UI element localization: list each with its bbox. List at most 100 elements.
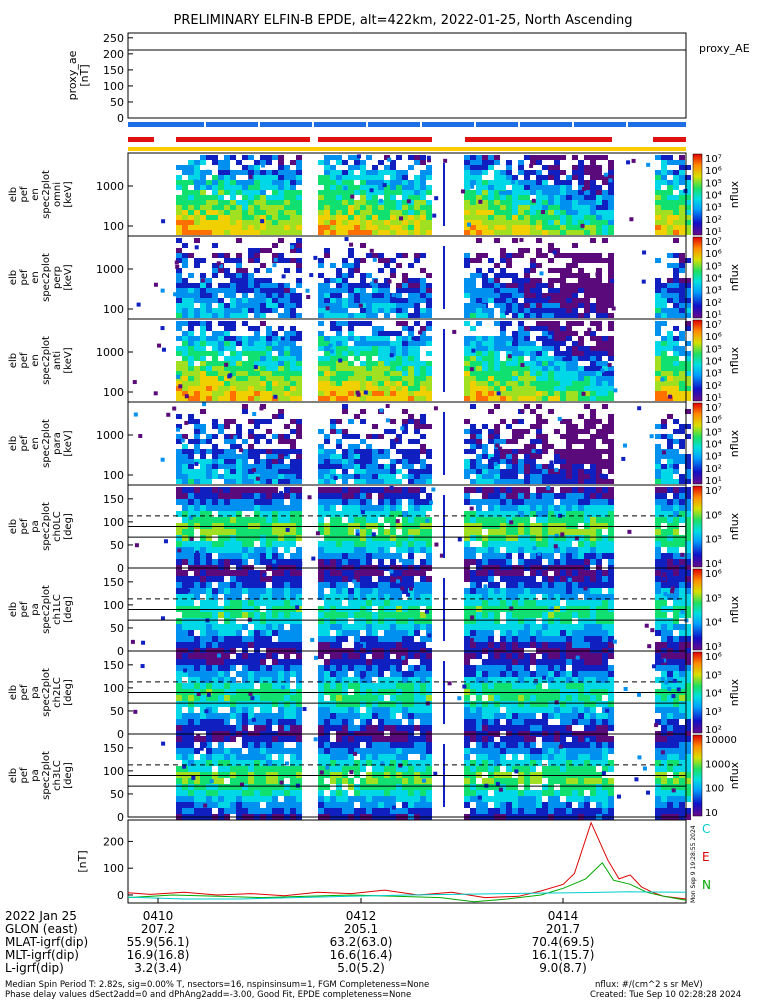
spectrogram-cell: [685, 205, 691, 210]
spectrogram-cell: [284, 618, 290, 624]
spectrogram-cell: [348, 386, 354, 391]
spectrogram-cell: [206, 559, 212, 565]
spectrogram-cell: [330, 547, 336, 553]
spectrogram-cell: [248, 351, 254, 356]
spectrogram-cell: [342, 308, 348, 313]
spectrogram-cell: [248, 376, 254, 381]
spectrogram-cell: [278, 529, 284, 535]
spectrogram-cell: [336, 474, 342, 479]
spectrogram-cell: [372, 215, 378, 220]
spectrogram-cell: [661, 361, 667, 366]
spectrogram-cell: [278, 576, 284, 582]
spectrogram-cell: [590, 499, 596, 505]
spectrogram-cell: [242, 439, 248, 444]
spectrogram-cell: [414, 439, 420, 444]
spectrogram-cell: [673, 381, 679, 386]
spectrogram-cell: [608, 505, 614, 511]
spectrogram-cell: [290, 175, 296, 180]
spectrogram-cell: [476, 268, 482, 273]
spectrogram-speckle: [173, 292, 178, 297]
spectrogram-cell: [572, 386, 578, 391]
spectrogram-cell: [206, 361, 212, 366]
spectrogram-cell: [470, 459, 476, 464]
spectrogram-cell: [324, 454, 330, 459]
spectrogram-cell: [584, 366, 590, 371]
spectrogram-cell: [542, 303, 548, 308]
spectrogram-cell: [230, 336, 236, 341]
spectrogram-cell: [324, 535, 330, 541]
spectrogram-cell: [548, 381, 554, 386]
spectrogram-cell: [572, 469, 578, 474]
spectrogram-cell: [566, 541, 572, 547]
spectrogram-cell: [524, 205, 530, 210]
spectrogram-cell: [290, 559, 296, 565]
spectrogram-cell: [200, 195, 206, 200]
spectrogram-cell: [518, 419, 524, 424]
spectrogram-cell: [608, 336, 614, 341]
spectrogram-cell: [266, 303, 272, 308]
spectrogram-cell: [236, 444, 242, 449]
spectrogram-cell: [476, 175, 482, 180]
spectrogram-speckle: [610, 278, 615, 283]
spectrogram-cell: [476, 547, 482, 553]
spectrogram-cell: [296, 238, 302, 243]
spectrogram-cell: [194, 459, 200, 464]
spectrogram-cell: [566, 268, 572, 273]
spectrogram-cell: [242, 298, 248, 303]
spectrogram-cell: [224, 434, 230, 439]
spectrogram-cell: [236, 630, 242, 636]
spectrogram-cell: [667, 511, 673, 517]
spectrogram-cell: [296, 303, 302, 308]
spectrogram-cell: [572, 474, 578, 479]
spectrogram-cell: [254, 499, 260, 505]
spectrogram-cell: [500, 439, 506, 444]
spectrogram-cell: [236, 341, 242, 346]
spectrogram-cell: [596, 511, 602, 517]
spectrogram-cell: [524, 215, 530, 220]
spectrogram-cell: [464, 449, 470, 454]
spectrogram-cell: [272, 175, 278, 180]
spectrogram-cell: [548, 298, 554, 303]
spectrogram-cell: [572, 366, 578, 371]
spectrogram-cell: [572, 220, 578, 225]
spectrogram-cell: [673, 479, 679, 484]
spectrogram-cell: [266, 361, 272, 366]
spectrogram-cell: [188, 547, 194, 553]
spectrogram-cell: [224, 273, 230, 278]
spectrogram-cell: [348, 346, 354, 351]
spectrogram-cell: [318, 273, 324, 278]
spectrogram-cell: [667, 200, 673, 205]
spectrogram-cell: [342, 459, 348, 464]
spectrogram-cell: [318, 160, 324, 165]
spectrogram-cell: [254, 220, 260, 225]
spectrogram-cell: [420, 185, 426, 190]
spectrogram-cell: [408, 263, 414, 268]
spectrogram-speckle: [176, 427, 181, 432]
spectrogram-cell: [608, 396, 614, 401]
spectrogram-speckle: [372, 257, 377, 262]
spectrogram-cell: [348, 459, 354, 464]
spectrogram-cell: [596, 381, 602, 386]
spectrogram-cell: [596, 283, 602, 288]
spectrogram-cell: [482, 298, 488, 303]
orbit-bars: [128, 122, 686, 151]
spectrogram-cell: [548, 200, 554, 205]
spectrogram-cell: [324, 288, 330, 293]
spectrogram-cell: [218, 185, 224, 190]
spectrogram-cell: [242, 155, 248, 160]
spectrogram-cell: [578, 273, 584, 278]
spectrogram-cell: [512, 336, 518, 341]
spectrogram-cell: [679, 474, 685, 479]
spectrogram-cell: [590, 190, 596, 195]
spectrogram-cell: [378, 356, 384, 361]
spectrogram-cell: [390, 505, 396, 511]
spectrogram-cell: [354, 535, 360, 541]
spectrogram-cell: [366, 487, 372, 493]
spectrogram-cell: [354, 396, 360, 401]
spectrogram-cell: [494, 529, 500, 535]
spectrogram-cell: [230, 175, 236, 180]
spectrogram-cell: [324, 361, 330, 366]
spectrogram-cell: [512, 210, 518, 215]
spectrogram-speckle: [626, 160, 631, 165]
spectrogram-cell: [296, 155, 302, 160]
